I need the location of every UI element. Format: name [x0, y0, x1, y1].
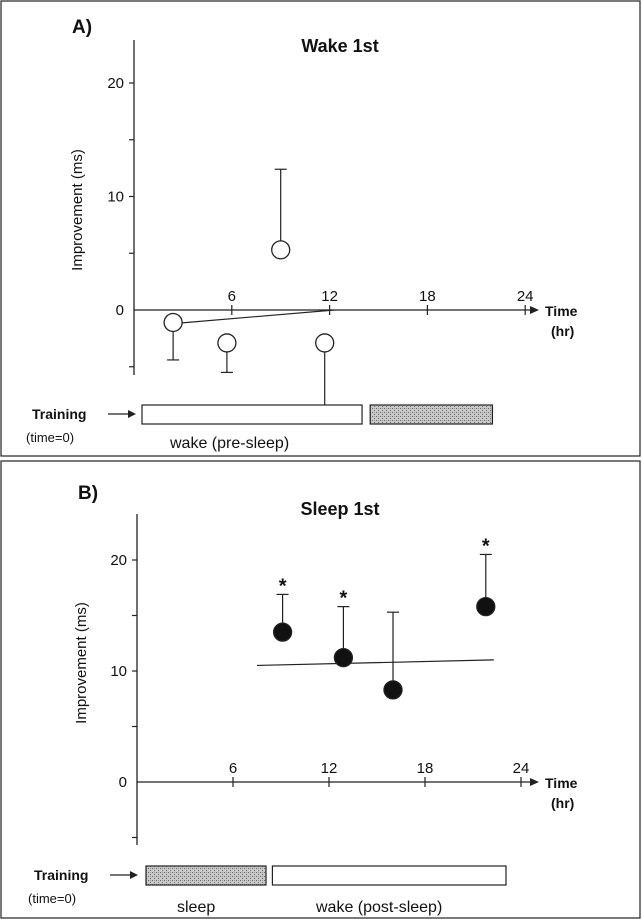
- panel-a-timeline: [141, 404, 494, 425]
- data-point: [272, 622, 293, 642]
- panel-a-training-sublabel: (time=0): [26, 430, 74, 445]
- panel-a: A) Wake 1st Improvement (ms) 0 10 20 6 12 18 2…: [0, 0, 641, 457]
- panel-b-frame: [0, 460, 641, 919]
- x-tick-label: 18: [419, 288, 436, 305]
- x-axis-arrow: [530, 306, 539, 314]
- data-point: [333, 648, 354, 668]
- significance-star: *: [340, 588, 348, 610]
- significance-star: *: [279, 575, 287, 597]
- panel-a-period-label-wake: wake (pre-sleep): [169, 435, 289, 452]
- sleep-period-bar: [145, 865, 267, 886]
- panel-a-label: A): [72, 17, 92, 38]
- x-tick-label: 12: [321, 288, 338, 305]
- y-tick-label: 0: [119, 774, 127, 791]
- y-tick-label: 10: [107, 189, 124, 206]
- panel-a-x-axis-label: Time: [545, 303, 578, 319]
- x-tick-label: 6: [228, 288, 236, 305]
- data-point: [217, 333, 237, 353]
- wake-period-bar: [271, 865, 507, 886]
- wake-period-bar: [141, 404, 363, 425]
- panel-b-period-label-wake: wake (post-sleep): [315, 899, 442, 916]
- y-tick-label: 10: [110, 663, 127, 680]
- trend-line: [173, 309, 335, 325]
- panel-b-title: Sleep 1st: [300, 499, 379, 519]
- x-tick-label: 24: [517, 288, 534, 305]
- x-tick-label: 18: [417, 760, 434, 777]
- significance-star: *: [482, 535, 490, 557]
- panel-b-training-label: Training: [34, 867, 88, 883]
- panel-a-title: Wake 1st: [301, 36, 378, 56]
- data-point: [383, 680, 403, 700]
- panel-b-period-label-sleep: sleep: [177, 899, 215, 916]
- y-tick-label: 0: [116, 302, 124, 319]
- panel-b-training-sublabel: (time=0): [28, 891, 76, 906]
- data-point: [476, 596, 496, 617]
- x-tick-label: 12: [321, 760, 338, 777]
- data-point: [271, 240, 291, 260]
- y-tick-label: 20: [107, 75, 124, 92]
- panel-b-y-axis-label: Improvement (ms): [73, 602, 90, 724]
- x-tick-label: 6: [229, 760, 237, 777]
- panel-a-training-arrow: [108, 410, 136, 418]
- panel-a-training-label: Training: [32, 406, 86, 422]
- sleep-period-bar: [369, 404, 494, 425]
- x-tick-label: 24: [513, 760, 530, 777]
- x-axis-arrow: [530, 778, 539, 786]
- panel-a-x-axis-unit: (hr): [551, 323, 574, 339]
- panel-b-x-axis-label: Time: [545, 775, 578, 791]
- panel-b: B) Sleep 1st Improvement (ms) 0 10 20 6 12 18…: [0, 460, 641, 919]
- data-point: [163, 312, 183, 333]
- panel-a-y-axis-label: Improvement (ms): [69, 149, 86, 271]
- panel-b-x-axis-unit: (hr): [551, 795, 574, 811]
- panel-a-plot: 0 10 20 6 12 18 24: [107, 40, 539, 406]
- y-tick-label: 20: [110, 552, 127, 569]
- panel-b-training-arrow: [110, 871, 138, 879]
- panel-a-frame: [0, 0, 641, 457]
- panel-b-timeline: [145, 865, 507, 886]
- panel-b-label: B): [78, 483, 98, 504]
- data-point: [315, 333, 335, 353]
- trend-line: [256, 659, 494, 667]
- panel-b-plot: 0 10 20 6 12 18 24 * * *: [110, 514, 539, 845]
